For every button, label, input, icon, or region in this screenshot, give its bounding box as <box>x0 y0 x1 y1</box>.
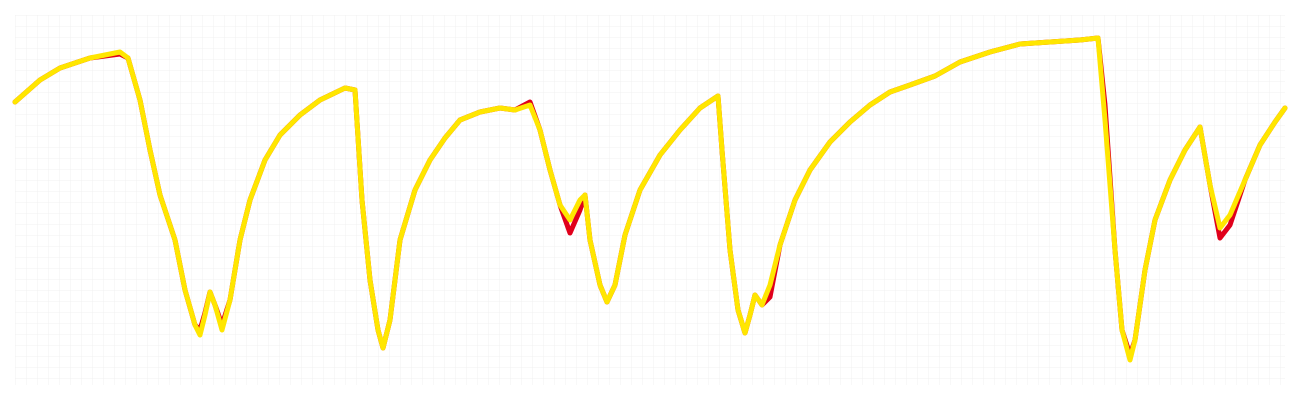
grid <box>15 15 1285 385</box>
series-line <box>12 35 1288 363</box>
